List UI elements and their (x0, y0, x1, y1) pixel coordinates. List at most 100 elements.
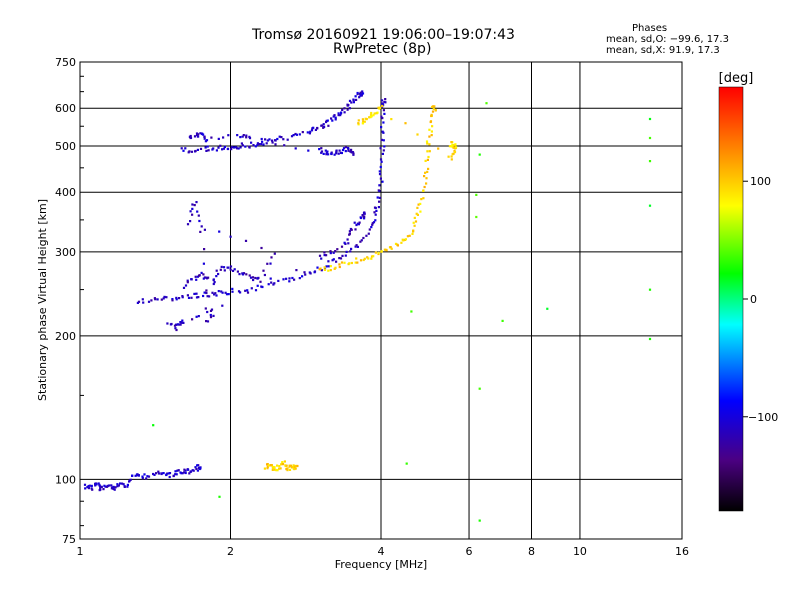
data-point (332, 251, 335, 254)
data-point (282, 278, 285, 281)
data-point (265, 142, 268, 145)
x-tick-label: 16 (675, 545, 689, 558)
data-point (95, 483, 98, 486)
data-point (268, 138, 271, 141)
data-point (180, 472, 183, 475)
data-point (191, 207, 194, 210)
data-point (422, 189, 425, 192)
data-point (419, 202, 422, 205)
data-point (206, 295, 209, 298)
data-point (475, 193, 478, 196)
data-point (357, 122, 360, 125)
data-point (270, 256, 273, 259)
data-point (376, 196, 379, 199)
data-point (378, 173, 382, 176)
data-point (256, 143, 259, 147)
data-point (334, 266, 337, 269)
data-point (281, 461, 284, 464)
data-point (325, 254, 328, 257)
data-point (102, 488, 105, 491)
data-point (188, 472, 191, 475)
data-point (363, 120, 366, 123)
data-point (137, 474, 140, 477)
data-point (224, 291, 227, 294)
data-point (370, 257, 373, 260)
data-point (150, 299, 153, 302)
data-point (240, 142, 243, 145)
y-tick-label: 600 (55, 102, 76, 115)
data-point (346, 108, 349, 111)
data-point (117, 484, 120, 487)
data-point (199, 132, 202, 135)
data-point (242, 134, 245, 137)
data-point (341, 254, 344, 257)
data-point (374, 251, 377, 254)
data-point (186, 294, 189, 297)
data-point (195, 132, 199, 135)
data-point (203, 291, 206, 294)
data-point (281, 463, 285, 466)
data-point (196, 210, 199, 213)
data-point (86, 486, 89, 489)
data-point (174, 327, 177, 330)
data-point (195, 201, 198, 204)
data-point (357, 119, 360, 122)
data-point (343, 111, 346, 114)
data-point (347, 104, 350, 107)
data-point (147, 300, 151, 303)
data-point (360, 239, 363, 242)
data-point (196, 275, 199, 278)
data-point (186, 281, 189, 284)
data-point (271, 139, 274, 142)
data-point (478, 153, 481, 156)
data-point (204, 307, 207, 310)
data-point (274, 469, 278, 472)
data-point (221, 304, 224, 307)
data-point (152, 472, 155, 476)
data-point (283, 144, 286, 147)
data-point (343, 261, 346, 264)
data-point (365, 118, 368, 121)
data-point (332, 115, 335, 118)
data-point (194, 135, 197, 138)
data-point (450, 145, 453, 148)
data-point (239, 136, 242, 139)
data-point (215, 149, 218, 152)
data-point (327, 153, 330, 156)
data-point (380, 115, 383, 118)
data-point (379, 158, 383, 161)
data-point (648, 117, 652, 121)
data-point (162, 297, 165, 300)
data-point (222, 147, 225, 150)
data-point (184, 147, 187, 150)
data-point (413, 216, 416, 219)
data-point (282, 138, 285, 141)
data-point (236, 134, 239, 137)
data-point (452, 152, 455, 155)
data-point (337, 112, 340, 115)
data-point (381, 117, 384, 120)
data-point (362, 236, 365, 240)
data-point (648, 204, 652, 207)
data-point (372, 221, 376, 224)
data-point (280, 136, 283, 139)
data-point (381, 180, 384, 183)
data-point (422, 197, 425, 200)
data-point (250, 141, 253, 144)
data-point (215, 269, 218, 272)
data-point (112, 487, 115, 490)
colorbar-tick-label: 0 (750, 293, 757, 306)
data-point (334, 250, 337, 253)
data-point (225, 293, 229, 296)
data-point (229, 265, 233, 268)
data-point (648, 136, 652, 140)
data-point (351, 151, 354, 154)
data-point (205, 291, 208, 295)
data-point (266, 139, 269, 142)
data-point (181, 472, 184, 475)
data-point (363, 257, 366, 260)
data-point (168, 472, 172, 475)
data-point (309, 130, 312, 133)
data-point (380, 250, 383, 253)
data-point (546, 307, 549, 310)
